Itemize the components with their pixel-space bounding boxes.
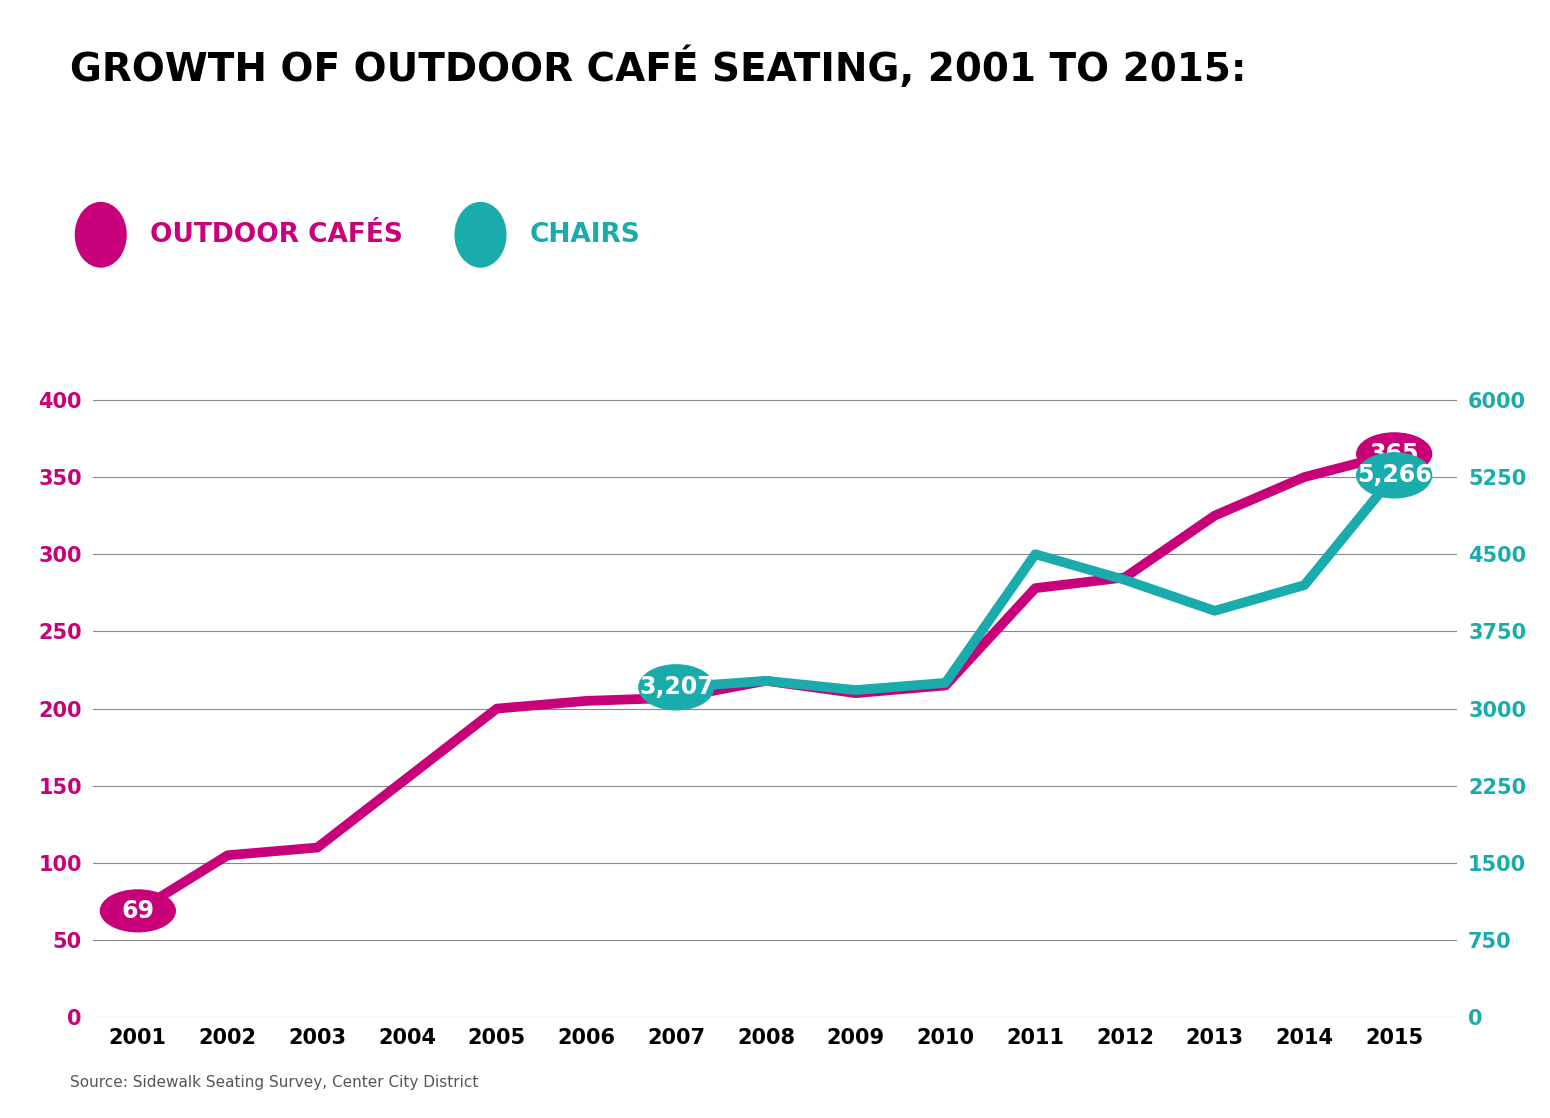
Ellipse shape bbox=[99, 889, 177, 932]
Ellipse shape bbox=[639, 664, 715, 710]
Ellipse shape bbox=[74, 202, 127, 267]
Text: GROWTH OF OUTDOOR CAFÉ SEATING, 2001 TO 2015:: GROWTH OF OUTDOOR CAFÉ SEATING, 2001 TO … bbox=[70, 47, 1246, 89]
Ellipse shape bbox=[1356, 452, 1432, 499]
Text: 69: 69 bbox=[121, 899, 155, 922]
Text: 3,207: 3,207 bbox=[639, 675, 713, 699]
Ellipse shape bbox=[454, 202, 507, 267]
Text: Source: Sidewalk Seating Survey, Center City District: Source: Sidewalk Seating Survey, Center … bbox=[70, 1076, 477, 1090]
Ellipse shape bbox=[1356, 433, 1432, 475]
Text: CHAIRS: CHAIRS bbox=[530, 221, 640, 248]
Text: 365: 365 bbox=[1370, 442, 1418, 466]
Text: OUTDOOR CAFÉS: OUTDOOR CAFÉS bbox=[150, 221, 403, 248]
Text: 5,266: 5,266 bbox=[1356, 463, 1432, 487]
